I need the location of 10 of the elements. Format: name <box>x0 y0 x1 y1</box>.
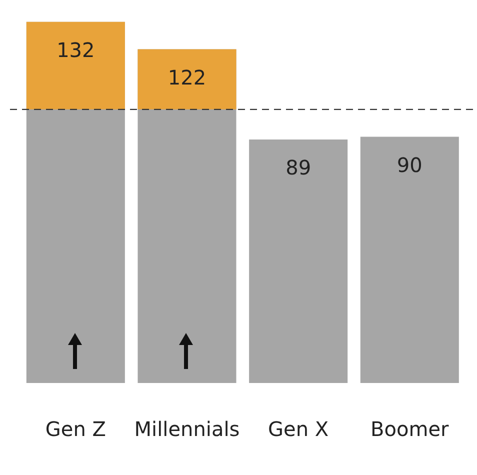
bar <box>249 140 348 383</box>
data-label: 90 <box>396 152 422 177</box>
x-tick-label: Boomer <box>370 417 450 442</box>
x-tick-label: Millennials <box>134 417 240 442</box>
bar <box>360 136 459 383</box>
x-tick-label: Gen Z <box>45 417 106 442</box>
data-label: 122 <box>168 65 206 90</box>
data-label: 89 <box>286 156 312 180</box>
data-label: 132 <box>56 38 95 62</box>
x-tick-label: Gen X <box>268 417 329 442</box>
